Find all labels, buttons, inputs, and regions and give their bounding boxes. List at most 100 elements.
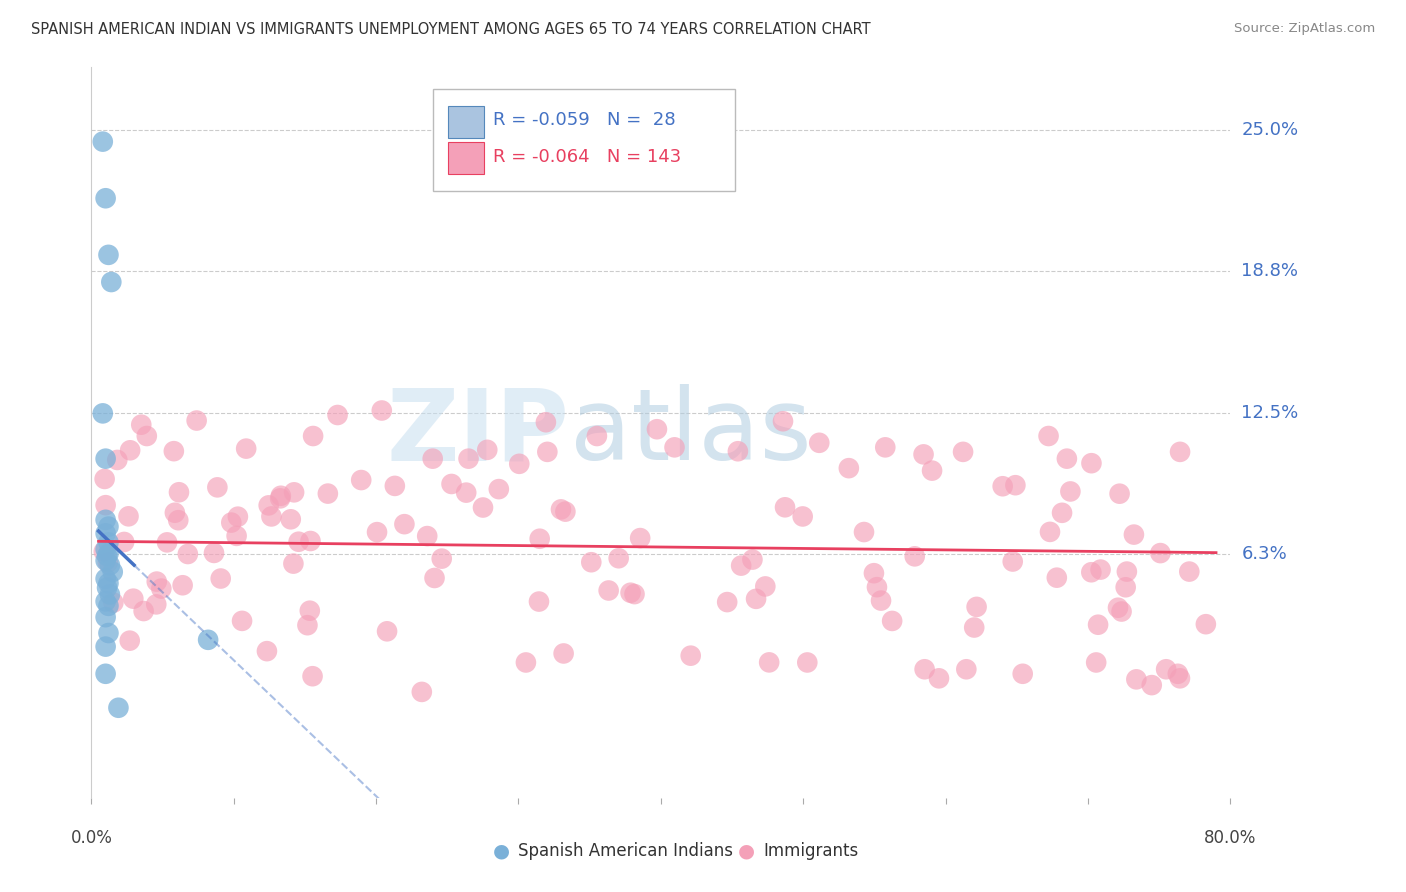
Text: 80.0%: 80.0% [1204,829,1257,847]
Point [129,417,152,432]
Point [1108,486,1130,500]
Point [554,505,576,519]
Text: 25.0%: 25.0% [1241,121,1299,139]
Point [107,700,129,714]
Point [1115,580,1137,594]
Point [1140,678,1163,692]
Point [550,502,572,516]
Point [1122,527,1144,541]
Point [508,457,530,471]
Point [122,591,145,606]
Point [94,572,117,586]
Point [225,529,247,543]
Point [527,594,550,608]
Point [226,509,249,524]
Point [297,618,319,632]
FancyBboxPatch shape [449,105,484,138]
Point [963,620,986,634]
Point [598,583,620,598]
Point [456,485,478,500]
Point [488,482,510,496]
Point [269,491,291,506]
Point [118,633,141,648]
Point [94,610,117,624]
Point [440,477,463,491]
Point [1004,478,1026,492]
Point [97,547,120,561]
Point [280,512,302,526]
Point [316,486,339,500]
Point [94,640,117,654]
Point [97,535,120,549]
Point [270,489,292,503]
Point [283,485,305,500]
Point [257,499,280,513]
Point [221,516,243,530]
Point [1111,605,1133,619]
Point [581,555,603,569]
Point [1168,445,1191,459]
Point [534,415,557,429]
Point [745,591,768,606]
Point [91,135,114,149]
Point [1107,600,1129,615]
Point [298,604,321,618]
Point [94,553,117,567]
Text: 18.8%: 18.8% [1241,261,1298,280]
Point [928,671,950,685]
Point [955,662,977,676]
Point [1001,555,1024,569]
Point [1168,671,1191,685]
Point [1011,666,1033,681]
Point [1154,662,1177,676]
Point [727,444,749,458]
Point [758,656,780,670]
Point [163,506,186,520]
Point [477,442,499,457]
Point [256,644,278,658]
Point [853,524,876,539]
Point [371,403,394,417]
Point [207,480,229,494]
Point [586,429,609,443]
Point [394,517,416,532]
Point [553,647,575,661]
Point [326,408,349,422]
Point [1050,506,1073,520]
Point [623,587,645,601]
Point [93,544,115,558]
Point [117,509,139,524]
Point [94,498,117,512]
Point [97,248,120,262]
Text: Source: ZipAtlas.com: Source: ZipAtlas.com [1234,22,1375,36]
Point [664,441,686,455]
Point [1115,565,1137,579]
Point [1059,484,1081,499]
Point [904,549,927,564]
Point [607,551,630,566]
Point [150,582,173,596]
Point [411,685,433,699]
Point [366,525,388,540]
Text: SPANISH AMERICAN INDIAN VS IMMIGRANTS UNEMPLOYMENT AMONG AGES 65 TO 74 YEARS COR: SPANISH AMERICAN INDIAN VS IMMIGRANTS UN… [31,22,870,37]
Point [172,578,194,592]
Point [287,534,309,549]
Point [921,464,943,478]
Point [94,526,117,541]
Point [536,445,558,459]
Point [94,666,117,681]
Point [838,461,860,475]
Point [730,558,752,573]
Point [472,500,495,515]
Text: ZIP: ZIP [387,384,569,481]
Point [1149,546,1171,560]
Point [231,614,253,628]
Point [1167,666,1189,681]
Point [97,519,120,533]
Point [103,596,125,610]
Text: Spanish American Indians: Spanish American Indians [519,842,734,860]
Point [145,598,167,612]
Point [97,576,120,591]
Point [863,566,886,581]
FancyBboxPatch shape [449,142,484,175]
